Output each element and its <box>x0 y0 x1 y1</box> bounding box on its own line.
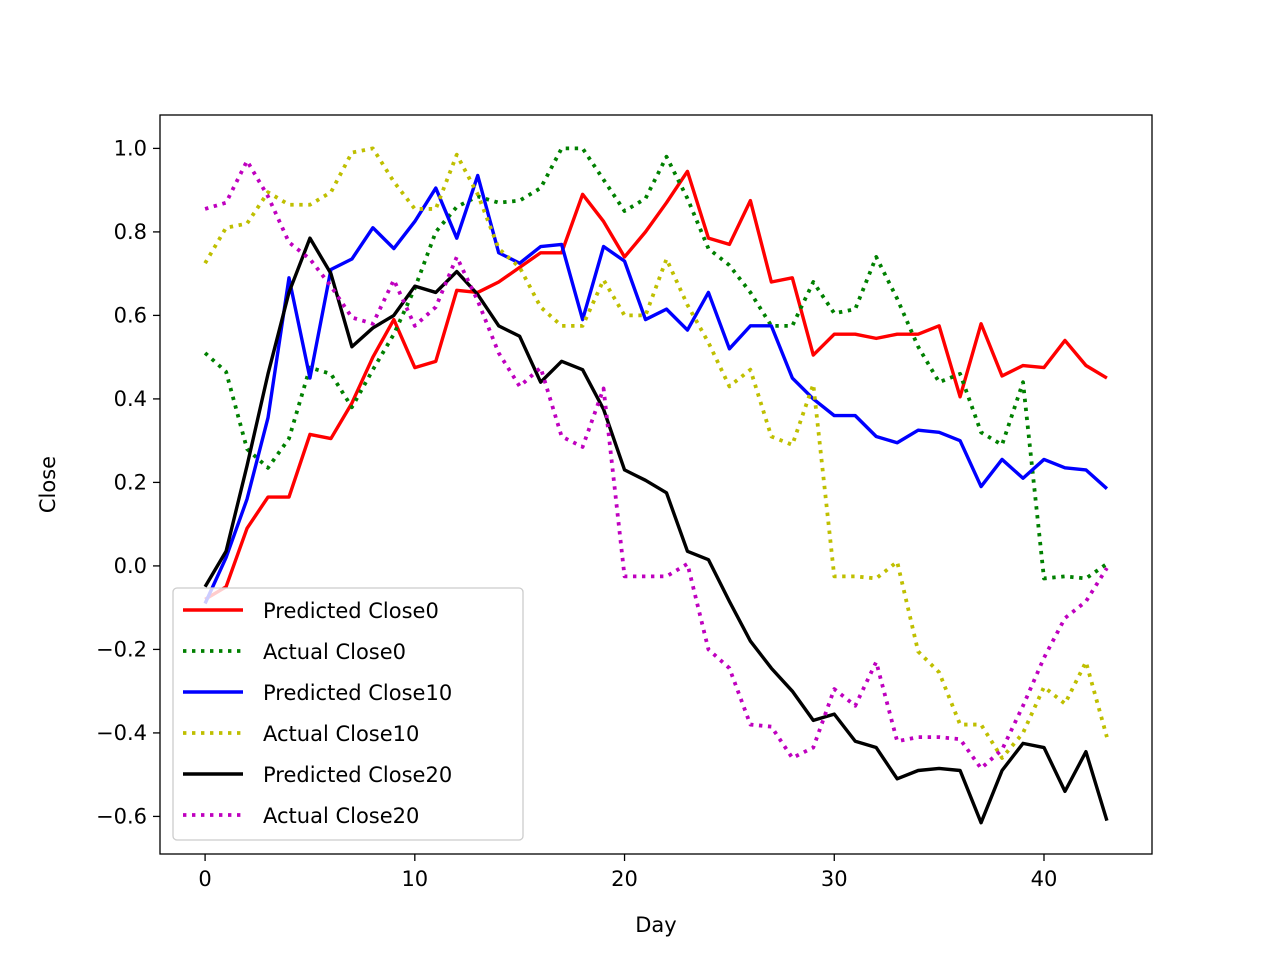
x-tick-label: 10 <box>401 867 428 891</box>
series-layer <box>203 146 1109 825</box>
y-tick-label: 0.4 <box>114 387 147 411</box>
y-tick-label: 0.0 <box>114 554 147 578</box>
y-tick-label: −0.4 <box>96 721 147 745</box>
series-line-5 <box>204 159 1109 771</box>
x-tick-label: 0 <box>198 867 211 891</box>
legend-entry-label: Actual Close0 <box>263 640 406 664</box>
legend-entry-label: Predicted Close10 <box>263 681 452 705</box>
legend-box <box>172 587 524 841</box>
y-tick-label: −0.2 <box>96 637 147 661</box>
y-tick-label: −0.6 <box>96 804 147 828</box>
y-tick-label: 0.2 <box>114 470 147 494</box>
legend-entry-label: Predicted Close20 <box>263 763 452 787</box>
series-line-4 <box>203 236 1109 825</box>
x-axis: 0 10 20 30 40 <box>198 854 1057 891</box>
plot-frame <box>159 114 1153 855</box>
y-axis-label: Close <box>36 456 60 513</box>
series-line-3 <box>203 146 1109 760</box>
y-tick-label: 0.6 <box>114 303 147 327</box>
series-line-2 <box>203 173 1109 605</box>
y-tick-label: 1.0 <box>114 136 147 160</box>
legend-entry-label: Actual Close10 <box>263 722 419 746</box>
y-axis: 1.0 0.8 0.6 0.4 0.2 0.0 −0.2 −0.4 −0.6 <box>96 136 160 828</box>
legend-entry-label: Actual Close20 <box>263 804 419 828</box>
x-tick-label: 40 <box>1031 867 1058 891</box>
series-line-0 <box>204 169 1108 601</box>
y-tick-label: 0.8 <box>114 220 147 244</box>
x-axis-label: Day <box>635 913 676 937</box>
x-tick-label: 20 <box>611 867 638 891</box>
x-tick-label: 30 <box>821 867 848 891</box>
legend-entry-label: Predicted Close0 <box>263 599 439 623</box>
legend: Predicted Close0 Actual Close0 Predicted C… <box>172 587 524 841</box>
